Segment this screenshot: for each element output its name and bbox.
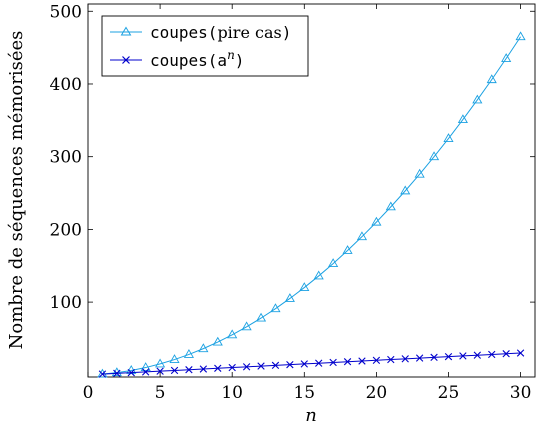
triangle-point: [342, 245, 353, 254]
x-tick-label: 20: [366, 383, 388, 403]
x-point: [271, 361, 280, 370]
triangle-point: [501, 53, 512, 62]
triangle-point: [212, 336, 223, 346]
triangle-point: [515, 31, 526, 41]
triangle-point: [140, 362, 151, 371]
triangle-point: [457, 114, 468, 124]
x-point: [113, 369, 121, 378]
triangle-point: [472, 94, 483, 104]
x-tick-label: 5: [155, 383, 166, 403]
x-point: [300, 360, 308, 368]
triangle-point: [328, 258, 339, 268]
x-axis-label: n: [305, 405, 317, 426]
x-point: [141, 368, 150, 376]
triangle-point: [299, 282, 310, 292]
x-point: [358, 357, 366, 365]
legend-box: [101, 15, 309, 77]
x-point: [127, 368, 135, 377]
triangle-point: [486, 74, 497, 84]
legend-entry-2: coupes(an): [110, 48, 244, 70]
legend-label-2-tail: ): [235, 51, 245, 70]
series-line-2: [102, 352, 521, 375]
triangle-point: [371, 216, 382, 226]
y-tick-label: 500: [50, 2, 82, 22]
x-point: [387, 355, 395, 364]
triangle-point: [183, 349, 195, 358]
x-point: [199, 365, 208, 373]
x-point: [242, 363, 251, 371]
triangle-point: [227, 329, 238, 339]
x-point: [286, 360, 294, 369]
x-point: [343, 358, 352, 366]
x-point: [214, 364, 222, 372]
y-tick-label: 100: [50, 293, 82, 313]
x-point: [415, 354, 424, 362]
triangle-point: [126, 365, 137, 374]
axes-frame: [87, 3, 536, 378]
x-tick-label: 0: [83, 383, 94, 403]
triangle-point: [241, 321, 252, 331]
legend-label-1-roman: pire cas: [217, 23, 281, 42]
x-point: [444, 352, 453, 361]
x-point: [502, 350, 510, 358]
x-point: [473, 351, 482, 359]
x-point: [228, 363, 236, 372]
legend-label-2: coupes(an): [150, 48, 244, 70]
legend-label-1-mono: coupes(: [150, 23, 217, 42]
x-point: [257, 362, 265, 370]
series-line-1: [102, 36, 521, 375]
plot-area: 0 5 10 15 20 25 30 100 200 300 400 500: [50, 2, 536, 403]
legend-x-marker: [122, 56, 130, 64]
y-tick-label: 200: [50, 220, 82, 240]
triangle-point: [155, 358, 166, 368]
legend-entry-1: coupes(pire cas): [110, 23, 291, 42]
x-point: [329, 358, 337, 367]
x-point: [430, 353, 438, 362]
x-point: [98, 370, 107, 378]
triangle-point: [414, 168, 425, 178]
x-point: [156, 367, 164, 375]
ticks-layer: 0 5 10 15 20 25 30 100 200 300 400 500: [50, 2, 535, 403]
triangle-point: [385, 201, 396, 211]
x-point: [516, 349, 525, 357]
triangle-point: [400, 185, 411, 195]
x-tick-label: 15: [293, 383, 315, 403]
triangle-point: [313, 270, 324, 280]
x-point: [315, 359, 323, 367]
x-tick-label: 10: [221, 383, 243, 403]
triangle-point: [97, 368, 108, 378]
x-point: [170, 366, 179, 375]
y-tick-label: 300: [50, 148, 82, 168]
legend-label-1: coupes(pire cas): [150, 23, 291, 42]
x-tick-label: 25: [438, 383, 460, 403]
triangle-point: [255, 312, 267, 322]
y-axis-label: Nombre de séquences mémorisées: [6, 31, 27, 350]
triangle-point: [270, 303, 281, 313]
series-layer: [97, 31, 526, 378]
x-point: [488, 350, 496, 359]
legend: coupes(pire cas) coupes(an): [101, 15, 309, 77]
triangle-point: [356, 231, 368, 241]
legend-label-1-tail: ): [282, 23, 292, 42]
x-point: [401, 355, 409, 363]
triangle-point: [428, 151, 440, 161]
legend-triangle-marker: [120, 26, 132, 36]
x-point: [372, 356, 381, 364]
legend-label-2-sup: n: [227, 48, 235, 62]
x-tick-label: 30: [510, 383, 532, 403]
triangle-point: [443, 133, 454, 142]
triangle-point: [284, 293, 295, 302]
x-point: [185, 366, 193, 374]
triangle-point: [169, 354, 180, 363]
triangle-point: [198, 343, 209, 353]
legend-label-2-mono: coupes(a: [150, 51, 227, 70]
y-tick-label: 400: [50, 75, 82, 95]
x-point: [459, 352, 467, 360]
